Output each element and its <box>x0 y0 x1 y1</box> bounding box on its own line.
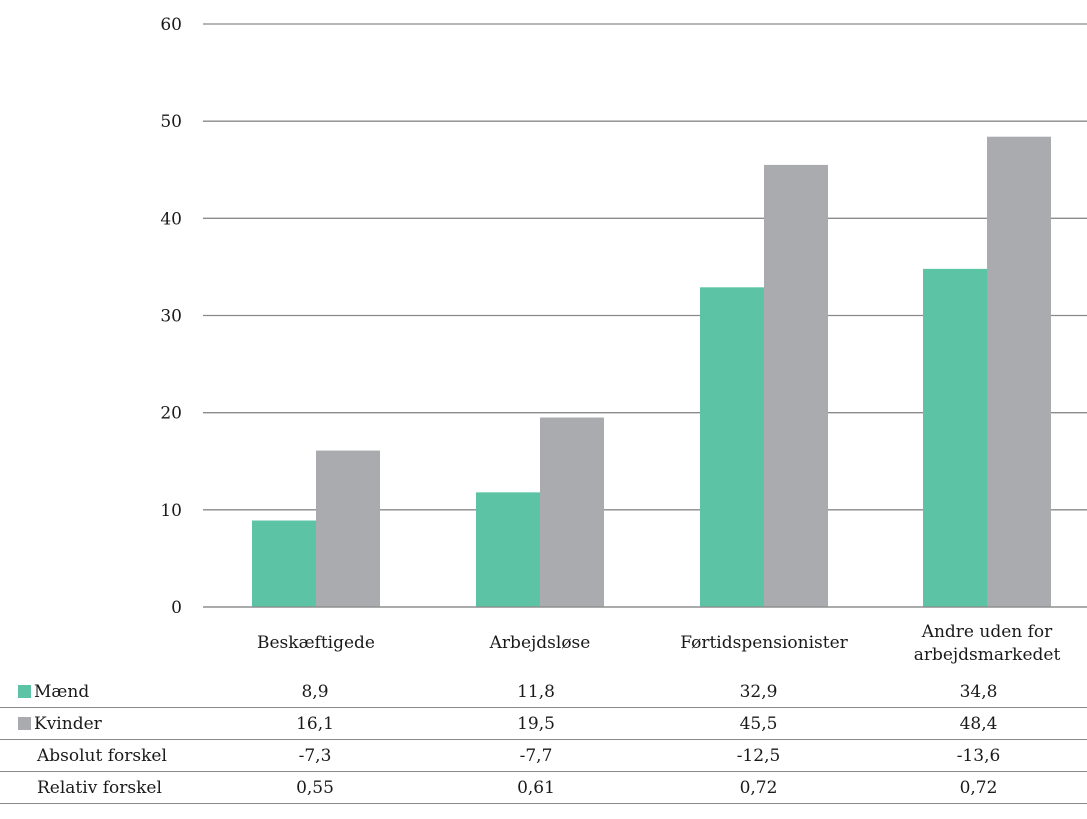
bar-maend <box>923 268 987 607</box>
row-label: Absolut forskel <box>37 745 167 766</box>
row-header: Kvinder <box>0 707 205 740</box>
table-cell: 0,72 <box>870 771 1087 804</box>
x-category-label: Andre uden for <box>921 622 1053 642</box>
legend-swatch <box>18 716 31 730</box>
row-label: Mænd <box>34 681 90 702</box>
bar-chart: 0 10 20 30 40 50 60 Beskæftigede Arbejdsløse Ført… <box>160 15 1087 665</box>
data-table: Mænd 8,9 11,8 32,9 34,8 Kvinder 16,1 19,5 45,5 48… <box>0 676 1087 804</box>
table-cell: 16,1 <box>205 707 425 740</box>
row-header: Relativ forskel <box>0 771 205 804</box>
table-cell: -7,7 <box>425 739 647 772</box>
bar-maend <box>252 520 316 607</box>
x-category-label: Arbejdsløse <box>489 633 591 653</box>
y-tick-label: 20 <box>160 404 182 424</box>
row-label: Kvinder <box>34 713 102 734</box>
y-tick-label: 10 <box>160 501 182 521</box>
row-header: Absolut forskel <box>0 739 205 772</box>
table-cell: -12,5 <box>647 739 870 772</box>
bar-kvinder <box>764 164 828 607</box>
table-cell: 45,5 <box>647 707 870 740</box>
x-category-label: Beskæftigede <box>257 633 375 653</box>
table-cell: 8,9 <box>205 676 425 708</box>
table-cell: 0,55 <box>205 771 425 804</box>
x-category-label: arbejdsmarkedet <box>914 645 1061 665</box>
bar-kvinder <box>316 450 380 607</box>
table-cell: 0,61 <box>425 771 647 804</box>
y-tick-label: 0 <box>171 598 182 618</box>
row-label: Relativ forskel <box>37 777 162 798</box>
bar-kvinder <box>540 417 604 607</box>
table-row: Kvinder 16,1 19,5 45,5 48,4 <box>0 707 1087 740</box>
table-row: Absolut forskel -7,3 -7,7 -12,5 -13,6 <box>0 739 1087 772</box>
row-header: Mænd <box>0 676 205 708</box>
bar-maend <box>700 287 764 607</box>
table-row: Relativ forskel 0,55 0,61 0,72 0,72 <box>0 771 1087 804</box>
table-cell: 0,72 <box>647 771 870 804</box>
table-cell: 34,8 <box>870 676 1087 708</box>
bar-maend <box>476 492 540 607</box>
table-cell: -7,3 <box>205 739 425 772</box>
table-row: Mænd 8,9 11,8 32,9 34,8 <box>0 676 1087 708</box>
y-tick-label: 30 <box>160 307 182 327</box>
y-tick-label: 50 <box>160 112 182 132</box>
bar-kvinder <box>987 136 1051 608</box>
legend-swatch <box>18 684 31 698</box>
table-cell: 19,5 <box>425 707 647 740</box>
table-cell: 48,4 <box>870 707 1087 740</box>
y-tick-label: 40 <box>160 209 182 229</box>
y-tick-label: 60 <box>160 15 182 35</box>
x-category-label: Førtidspensionister <box>680 633 848 653</box>
table-cell: 32,9 <box>647 676 870 708</box>
table-cell: -13,6 <box>870 739 1087 772</box>
table-cell: 11,8 <box>425 676 647 708</box>
